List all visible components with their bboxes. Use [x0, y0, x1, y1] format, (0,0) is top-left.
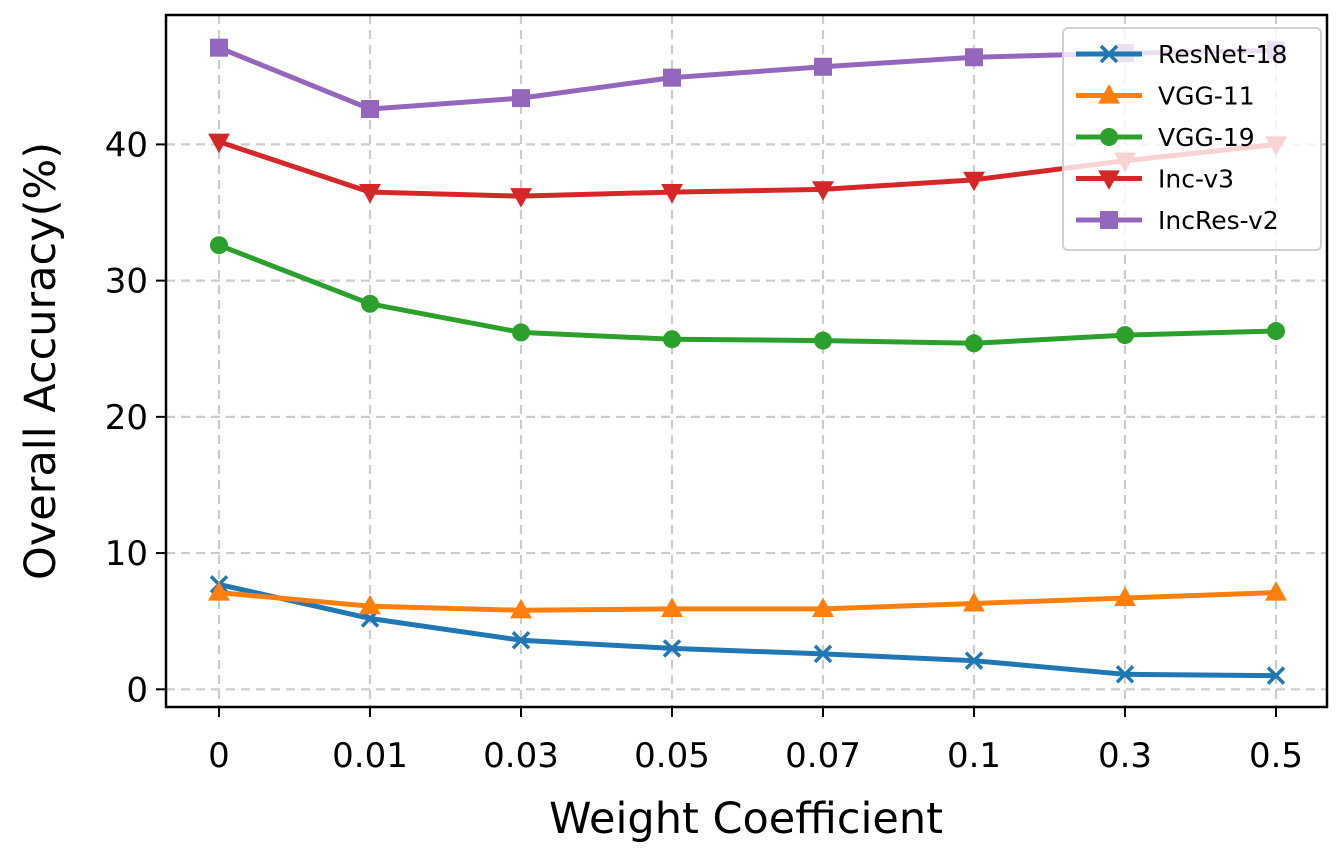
plot-area-frame: [164, 13, 1329, 709]
legend-marker: [1098, 84, 1120, 104]
marker-stroke: [964, 651, 984, 670]
axes: 0 0.01 0.03 0.05 0.07 0.1 0.3 0.5 0 10 20 30 40: [105, 125, 1303, 776]
data-point: [210, 236, 228, 255]
legend-label: Inc-v3: [1158, 165, 1234, 194]
x-tick-label: 0.03: [483, 736, 559, 776]
series-line: [216, 581, 1279, 679]
y-axis-title: Overall Accuracy(%): [16, 142, 66, 580]
y-tick-label: 40: [105, 125, 148, 165]
data-point: [814, 57, 832, 76]
data-point: [812, 181, 834, 201]
data-point: [510, 188, 532, 208]
data-point: [512, 323, 530, 342]
legend-item: VGG-11: [1076, 82, 1255, 111]
data-point: [359, 184, 381, 204]
legend-item: IncRes-v2: [1076, 206, 1279, 235]
marker-stroke: [813, 644, 833, 664]
data-point: [210, 38, 228, 57]
data-point: [1115, 665, 1135, 684]
x-tick-label: 0.5: [1249, 736, 1303, 776]
x-tick-label: 0.07: [785, 736, 861, 776]
series-line: [216, 590, 1279, 613]
legend-label: VGG-19: [1158, 123, 1255, 152]
data-point: [361, 99, 379, 118]
legend-marker: [1099, 44, 1119, 64]
data-point: [661, 597, 683, 617]
legend-item: VGG-19: [1076, 123, 1255, 152]
legend-box: [1062, 27, 1322, 251]
y-tick-label: 0: [126, 670, 148, 710]
data-point: [963, 592, 985, 612]
data-point: [1267, 322, 1285, 341]
data-point: [963, 171, 985, 192]
x-tick-label: 0: [208, 736, 230, 776]
data-point: [1116, 326, 1134, 345]
data-point: [812, 597, 834, 617]
data-point: [964, 651, 984, 670]
marker-stroke: [1115, 665, 1135, 684]
series-vgg-11: [208, 581, 1287, 619]
data-point: [965, 334, 983, 353]
legend-item: ResNet-18: [1076, 40, 1287, 69]
x-tick-label: 0.1: [947, 736, 1001, 776]
series-line: [216, 242, 1279, 346]
data-point: [663, 330, 681, 349]
data-point: [965, 48, 983, 67]
data-point: [813, 644, 833, 664]
legend-item: Inc-v3: [1076, 165, 1234, 194]
data-point: [1266, 666, 1286, 685]
legend-label: ResNet-18: [1158, 40, 1287, 69]
data-point: [359, 594, 381, 615]
marker-stroke: [1266, 666, 1286, 685]
series-vgg-19: [210, 236, 1285, 353]
x-tick-label: 0.05: [634, 736, 710, 776]
data-point: [1114, 586, 1136, 607]
legend-marker: [1100, 211, 1118, 229]
marker-stroke: [662, 639, 682, 658]
legend-label: VGG-11: [1158, 82, 1255, 111]
data-point: [208, 581, 230, 601]
legend: ResNet-18 VGG-11 VGG-19 Inc-v3 IncRes-v2: [1062, 27, 1322, 251]
legend-marker: [1100, 128, 1118, 146]
data-point: [512, 89, 530, 108]
data-point: [510, 598, 532, 619]
y-tick-label: 20: [105, 398, 148, 438]
x-tick-label: 0.01: [332, 736, 408, 776]
series-resnet-18: [209, 575, 1286, 685]
data-point: [511, 631, 531, 650]
data-point: [208, 133, 230, 154]
x-axis-title: Weight Coefficient: [549, 794, 943, 844]
legend-label: IncRes-v2: [1158, 206, 1279, 235]
y-tick-label: 30: [105, 262, 148, 302]
marker-stroke: [1099, 44, 1119, 64]
data-point: [1265, 581, 1287, 601]
marker-stroke: [511, 631, 531, 650]
data-point: [361, 294, 379, 313]
y-tick-label: 10: [105, 534, 148, 574]
data-point: [663, 68, 681, 87]
data-point: [814, 331, 832, 350]
legend-marker: [1098, 170, 1120, 190]
data-point: [661, 184, 683, 204]
x-tick-label: 0.3: [1098, 736, 1152, 776]
series-lines: [208, 38, 1287, 685]
data-point: [662, 639, 682, 658]
